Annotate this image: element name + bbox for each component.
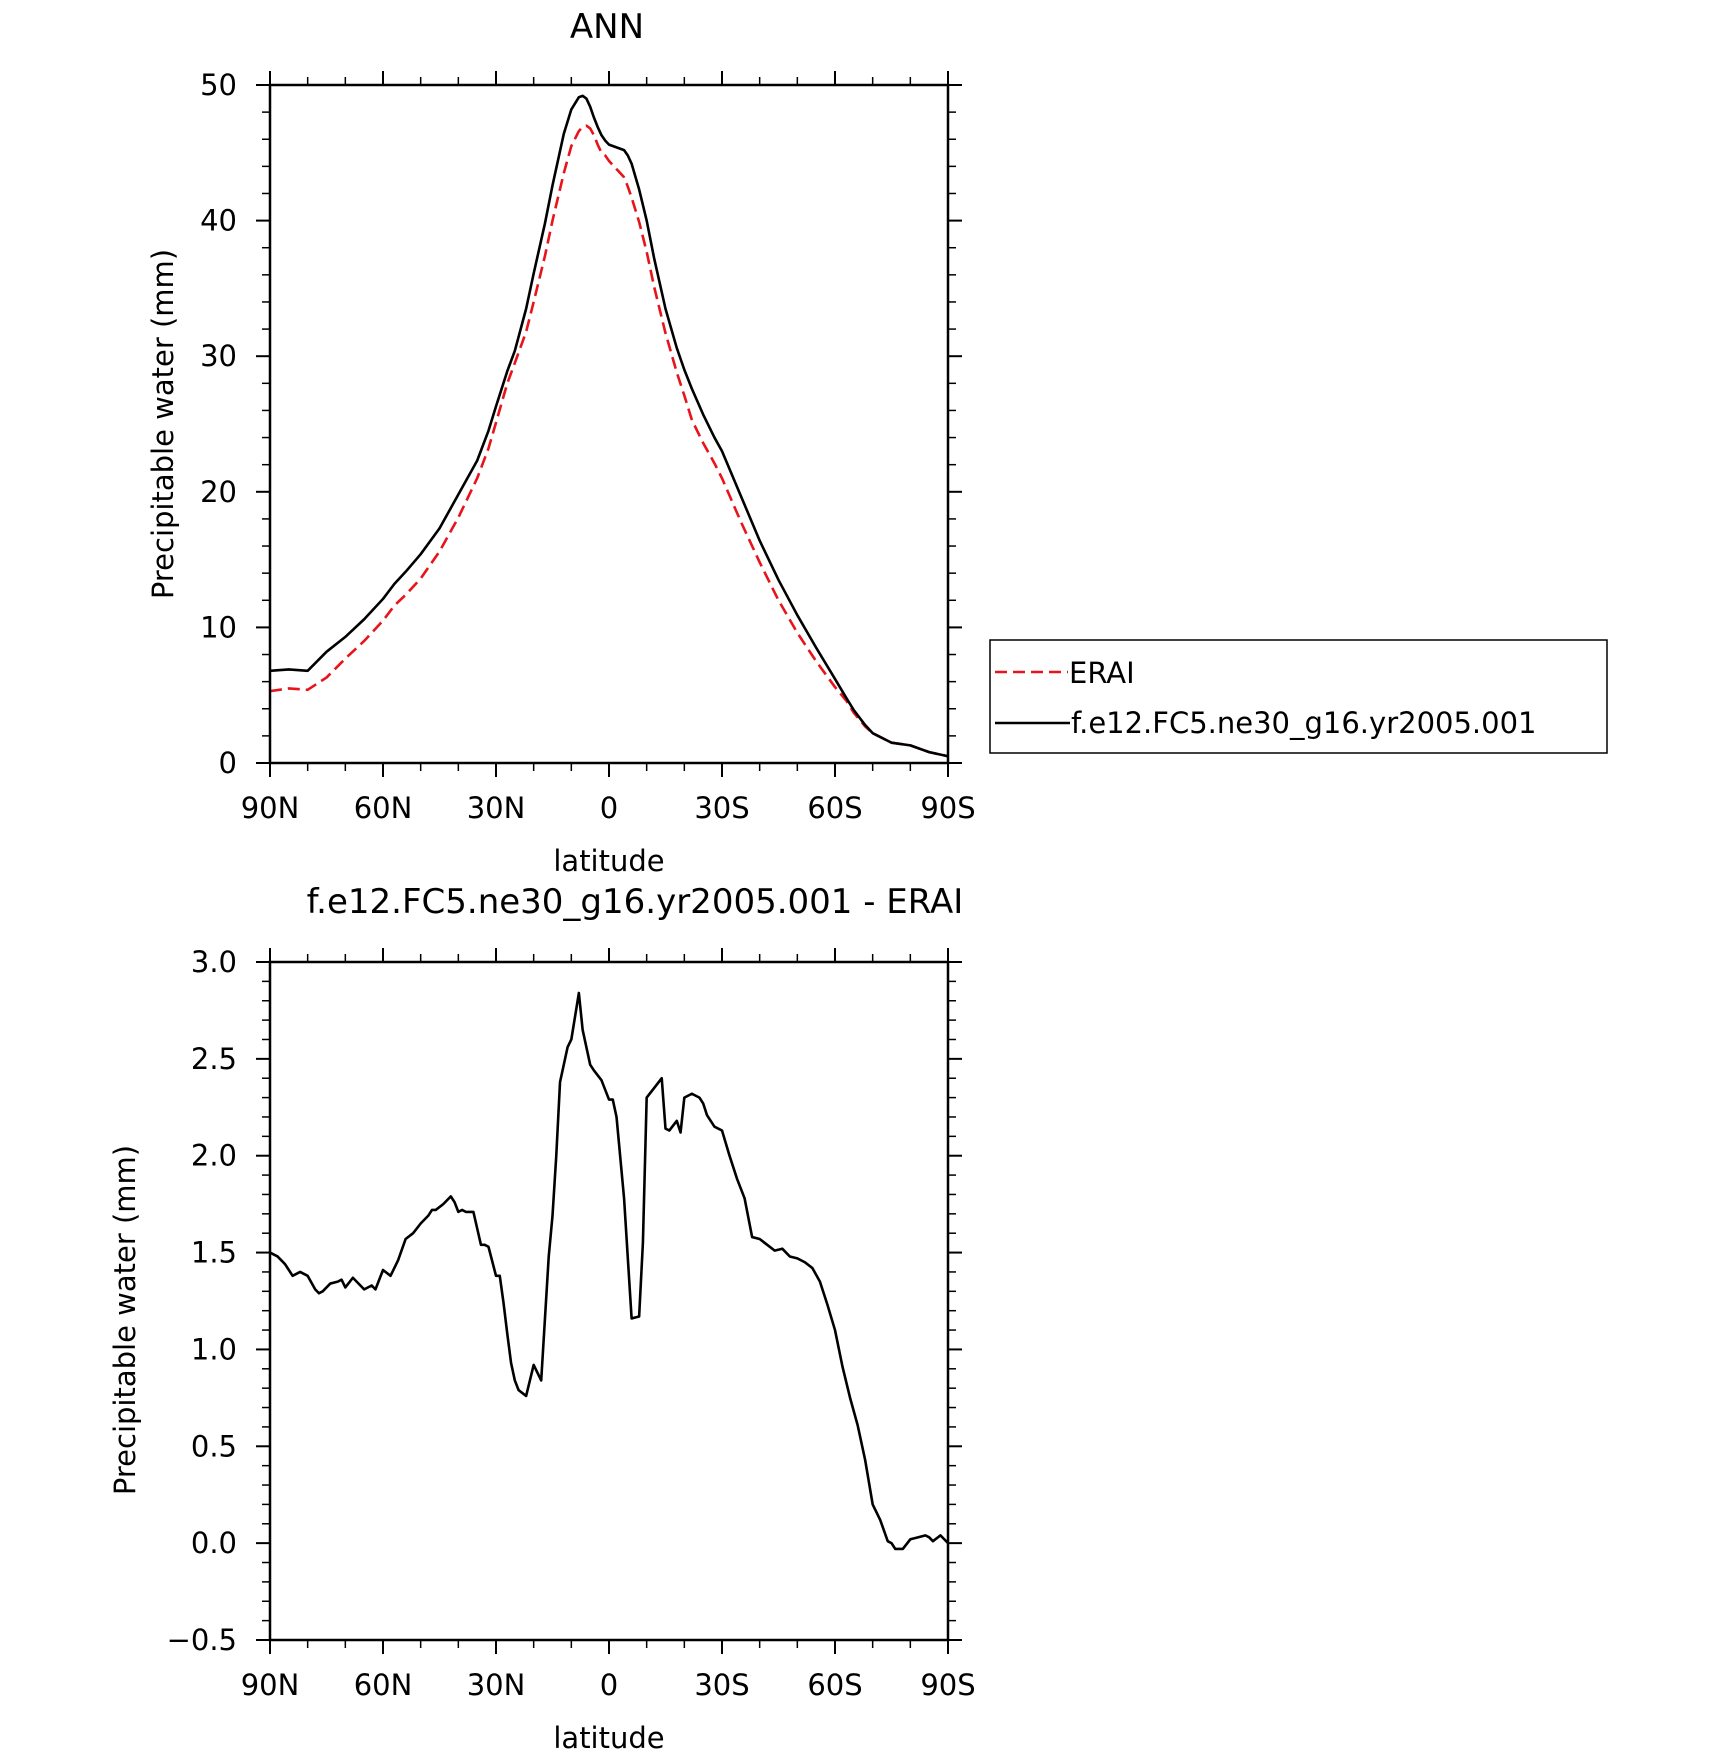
x-tick-label: 30N <box>467 1668 526 1702</box>
y-tick-label: 1.5 <box>191 1236 237 1270</box>
y-tick-label: 10 <box>200 610 237 644</box>
y-tick-label: 0.5 <box>191 1429 237 1463</box>
y-tick-label: 30 <box>200 339 237 373</box>
series-line-f-e12-fc5-ne30-g16-yr2005-001 <box>269 94 949 758</box>
x-tick-label: 90S <box>920 1668 975 1702</box>
chart-title: f.e12.FC5.ne30_g16.yr2005.001 - ERAI <box>307 882 964 922</box>
panel-annual-mean: ANN 0 10 20 30 40 50 90N 60N 30N 0 30S 60S 90S lati… <box>146 7 1608 878</box>
y-tick-label: 20 <box>200 475 237 509</box>
chart-title: ANN <box>570 7 644 47</box>
x-tick-label: 0 <box>600 791 618 825</box>
x-tick-label: 90N <box>241 791 300 825</box>
series-line-erai <box>269 124 949 758</box>
x-tick-label: 60N <box>354 791 413 825</box>
y-tick-label: 3.0 <box>191 945 237 979</box>
axes-ticks <box>256 948 962 1654</box>
y-tick-label: 2.5 <box>191 1042 237 1076</box>
series-group <box>269 94 949 758</box>
plot-frame <box>268 960 950 1642</box>
x-tick-label: 0 <box>600 1668 618 1702</box>
y-tick-labels: 0 10 20 30 40 50 <box>200 68 237 780</box>
y-axis-label: Precipitable water (mm) <box>108 1145 142 1495</box>
y-axis-label: Precipitable water (mm) <box>146 249 180 599</box>
y-tick-label: 1.0 <box>191 1332 237 1366</box>
axes-ticks <box>256 71 962 777</box>
x-tick-label: 90S <box>920 791 975 825</box>
x-axis-label: latitude <box>553 1721 664 1751</box>
legend-label-model: f.e12.FC5.ne30_g16.yr2005.001 <box>1071 706 1537 740</box>
x-tick-labels: 90N 60N 30N 0 30S 60S 90S <box>241 1668 976 1702</box>
x-tick-label: 60S <box>807 791 862 825</box>
y-tick-label: 40 <box>200 204 237 238</box>
x-tick-label: 90N <box>241 1668 300 1702</box>
x-tick-label: 60N <box>354 1668 413 1702</box>
panel-difference: f.e12.FC5.ne30_g16.yr2005.001 - ERAI −0.… <box>108 882 976 1755</box>
y-tick-labels: −0.5 0.0 0.5 1.0 1.5 2.0 2.5 3.0 <box>167 945 237 1657</box>
plot-frame <box>268 83 950 765</box>
y-tick-label: 0 <box>219 746 237 780</box>
series-group <box>269 991 949 1551</box>
x-tick-label: 30N <box>467 791 526 825</box>
series-line-diff-0 <box>269 991 949 1551</box>
legend-box <box>989 639 1608 754</box>
x-tick-label: 30S <box>694 1668 749 1702</box>
y-tick-label: −0.5 <box>167 1623 237 1657</box>
legend-label-erai: ERAI <box>1069 656 1135 690</box>
y-tick-label: 2.0 <box>191 1139 237 1173</box>
x-tick-label: 30S <box>694 791 749 825</box>
x-tick-labels: 90N 60N 30N 0 30S 60S 90S <box>241 791 976 825</box>
y-tick-label: 0.0 <box>191 1526 237 1560</box>
x-axis-label: latitude <box>553 844 664 878</box>
legend: ERAI f.e12.FC5.ne30_g16.yr2005.001 <box>989 639 1608 754</box>
y-tick-label: 50 <box>200 68 237 102</box>
x-tick-label: 60S <box>807 1668 862 1702</box>
